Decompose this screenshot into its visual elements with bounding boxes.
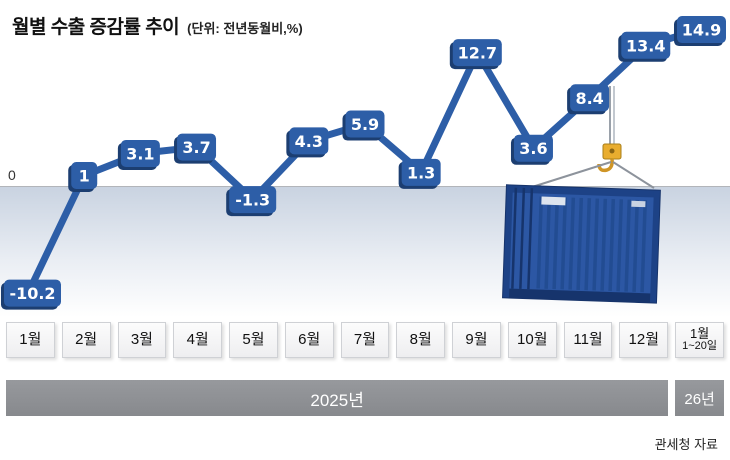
svg-text:3.7: 3.7 (182, 138, 210, 157)
month-cell: 8월 (396, 322, 446, 358)
month-cell: 10월 (507, 322, 557, 358)
zero-baseline-label: 0 (8, 167, 16, 183)
crane-hook-icon (597, 143, 622, 173)
month-cell: 1월 (6, 322, 55, 358)
svg-text:14.9: 14.9 (682, 21, 721, 40)
value-label: 3.1 (117, 139, 160, 170)
svg-text:4.3: 4.3 (295, 132, 323, 151)
month-cell: 11월 (563, 322, 613, 358)
year-2025-bar: 2025년 (6, 380, 669, 416)
crane-cable (609, 86, 615, 148)
value-label: 13.4 (618, 31, 671, 62)
svg-text:-1.3: -1.3 (235, 191, 270, 210)
month-cell: 7월 (340, 322, 390, 358)
svg-text:12.7: 12.7 (458, 44, 497, 63)
value-label: 1 (68, 162, 98, 192)
value-label: -1.3 (226, 186, 277, 217)
month-cell: 9월 (452, 322, 501, 358)
value-label: 4.3 (286, 127, 329, 158)
year-2026-bar: 26년 (675, 380, 724, 416)
value-label: 5.9 (342, 110, 385, 141)
svg-text:8.4: 8.4 (575, 89, 603, 108)
month-axis: 1월 2월 3월 4월 5월 6월 7월 8월 9월 10월 11월 12월 1월 1~20일 (6, 322, 724, 358)
container (502, 184, 661, 304)
month-cell: 2월 (61, 322, 111, 358)
value-label: 1.3 (398, 158, 441, 189)
title-unit-label: (단위: 전년동월비,%) (187, 21, 303, 36)
page-title: 월별 수출 증감률 추이 (12, 17, 180, 38)
value-label: 12.7 (449, 39, 502, 70)
month-cell: 1월 1~20일 (675, 322, 724, 358)
month-cell: 4월 (173, 322, 223, 358)
value-label: 3.7 (174, 133, 217, 164)
value-label: -10.2 (1, 279, 61, 310)
svg-text:-10.2: -10.2 (9, 284, 55, 303)
month-cell: 12월 (619, 322, 669, 358)
year-axis: 2025년 26년 (6, 380, 724, 416)
shipping-container-illustration (502, 86, 661, 304)
month-cell: 5월 (229, 322, 278, 358)
value-label: 8.4 (567, 84, 610, 115)
svg-text:5.9: 5.9 (351, 115, 379, 134)
line-chart: -10.2 1 3.1 3.7 -1.3 4.3 5.9 1.3 12.7 3.6 8.4 13.4 1… (1, 16, 726, 310)
svg-text:13.4: 13.4 (626, 36, 665, 55)
svg-text:1.3: 1.3 (407, 163, 435, 182)
zero-baseline-line (0, 186, 730, 187)
value-label: 14.9 (674, 16, 726, 47)
month-cell: 6월 (284, 322, 334, 358)
source-credit: 관세청 자료 (654, 437, 718, 452)
svg-text:1: 1 (79, 167, 90, 186)
month-cell: 3월 (117, 322, 167, 358)
value-label: 3.6 (510, 134, 553, 165)
svg-text:3.1: 3.1 (126, 144, 154, 163)
svg-text:3.6: 3.6 (519, 139, 547, 158)
title-row: 월별 수출 증감률 추이 (단위: 전년동월비,%) (12, 12, 303, 39)
